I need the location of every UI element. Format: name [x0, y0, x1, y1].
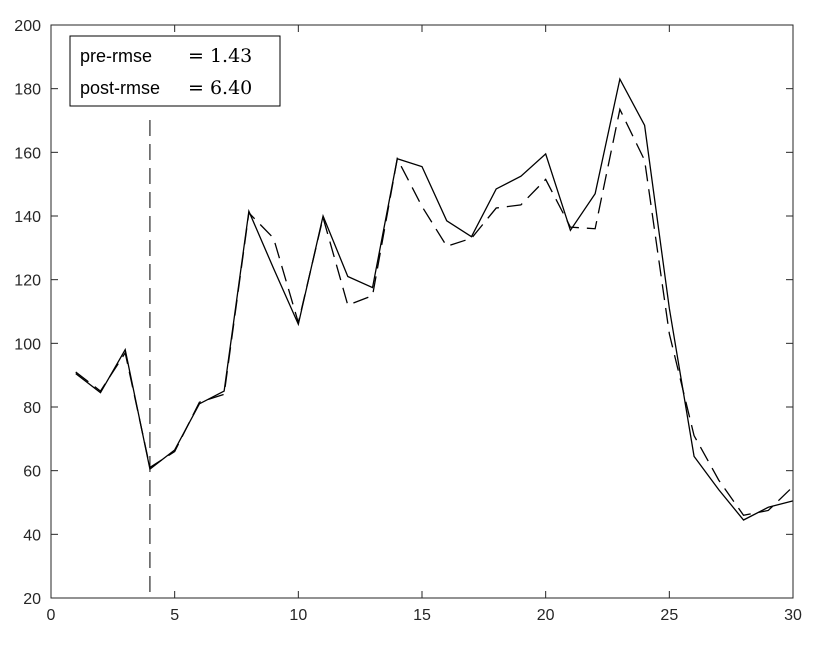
y-tick-label: 60 [23, 464, 41, 481]
y-tick-label: 160 [14, 145, 41, 162]
legend-value: = 1.43 [188, 45, 252, 67]
x-tick-label: 20 [537, 607, 555, 624]
y-axis: 20 40 60 80 100 120 140 160 180 200 [14, 18, 793, 608]
x-tick-label: 5 [170, 607, 179, 624]
x-tick-label: 10 [289, 607, 307, 624]
plot-lines [75, 77, 794, 598]
y-tick-label: 180 [14, 82, 41, 99]
legend-label: pre-rmse [80, 46, 152, 66]
series-line-dashed [75, 107, 794, 516]
x-tick-label: 25 [660, 607, 678, 624]
x-tick-label: 0 [47, 607, 56, 624]
legend-box [69, 35, 281, 107]
x-tick-label: 30 [784, 607, 802, 624]
y-tick-label: 120 [14, 273, 41, 290]
y-tick-label: 100 [14, 336, 41, 353]
y-tick-label: 80 [23, 400, 41, 417]
legend-value: = 6.40 [188, 77, 252, 99]
x-axis: 0 5 10 15 20 25 30 [47, 25, 802, 624]
x-tick-label: 15 [413, 607, 431, 624]
y-tick-label: 40 [23, 527, 41, 544]
series-line-solid [75, 77, 794, 521]
axes-box [50, 24, 794, 599]
y-tick-label: 20 [23, 591, 41, 608]
legend-label: post-rmse [80, 78, 160, 98]
legend: pre-rmse = 1.43 post-rmse = 6.40 [69, 35, 281, 107]
y-tick-label: 140 [14, 209, 41, 226]
y-tick-label: 200 [14, 18, 41, 35]
